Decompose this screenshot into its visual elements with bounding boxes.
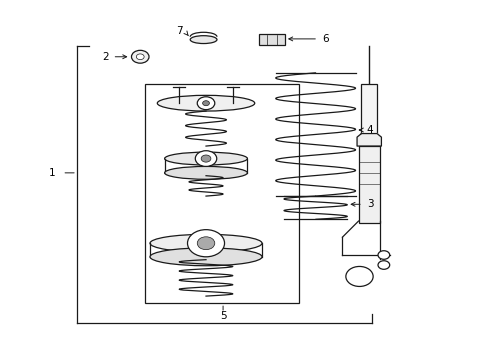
Ellipse shape: [165, 152, 247, 165]
Text: 7: 7: [176, 26, 183, 36]
Circle shape: [378, 251, 390, 259]
FancyBboxPatch shape: [259, 34, 285, 45]
Ellipse shape: [150, 248, 262, 266]
Circle shape: [378, 261, 390, 269]
Ellipse shape: [190, 36, 217, 44]
Circle shape: [131, 50, 149, 63]
Ellipse shape: [165, 166, 247, 179]
Circle shape: [197, 237, 215, 249]
Bar: [359, 146, 380, 223]
Text: 2: 2: [102, 52, 109, 62]
Text: 6: 6: [322, 34, 329, 44]
Text: 5: 5: [220, 311, 226, 321]
Text: 1: 1: [49, 168, 56, 178]
Polygon shape: [357, 134, 381, 146]
Text: 3: 3: [367, 199, 373, 209]
Circle shape: [196, 151, 217, 166]
Circle shape: [197, 97, 215, 110]
Circle shape: [188, 230, 224, 257]
Circle shape: [346, 266, 373, 287]
Circle shape: [136, 54, 144, 60]
Bar: [145, 84, 298, 303]
Bar: [362, 84, 377, 134]
Ellipse shape: [150, 234, 262, 252]
Text: 4: 4: [367, 125, 373, 135]
Ellipse shape: [157, 95, 255, 111]
Circle shape: [202, 101, 209, 106]
Circle shape: [201, 155, 211, 162]
